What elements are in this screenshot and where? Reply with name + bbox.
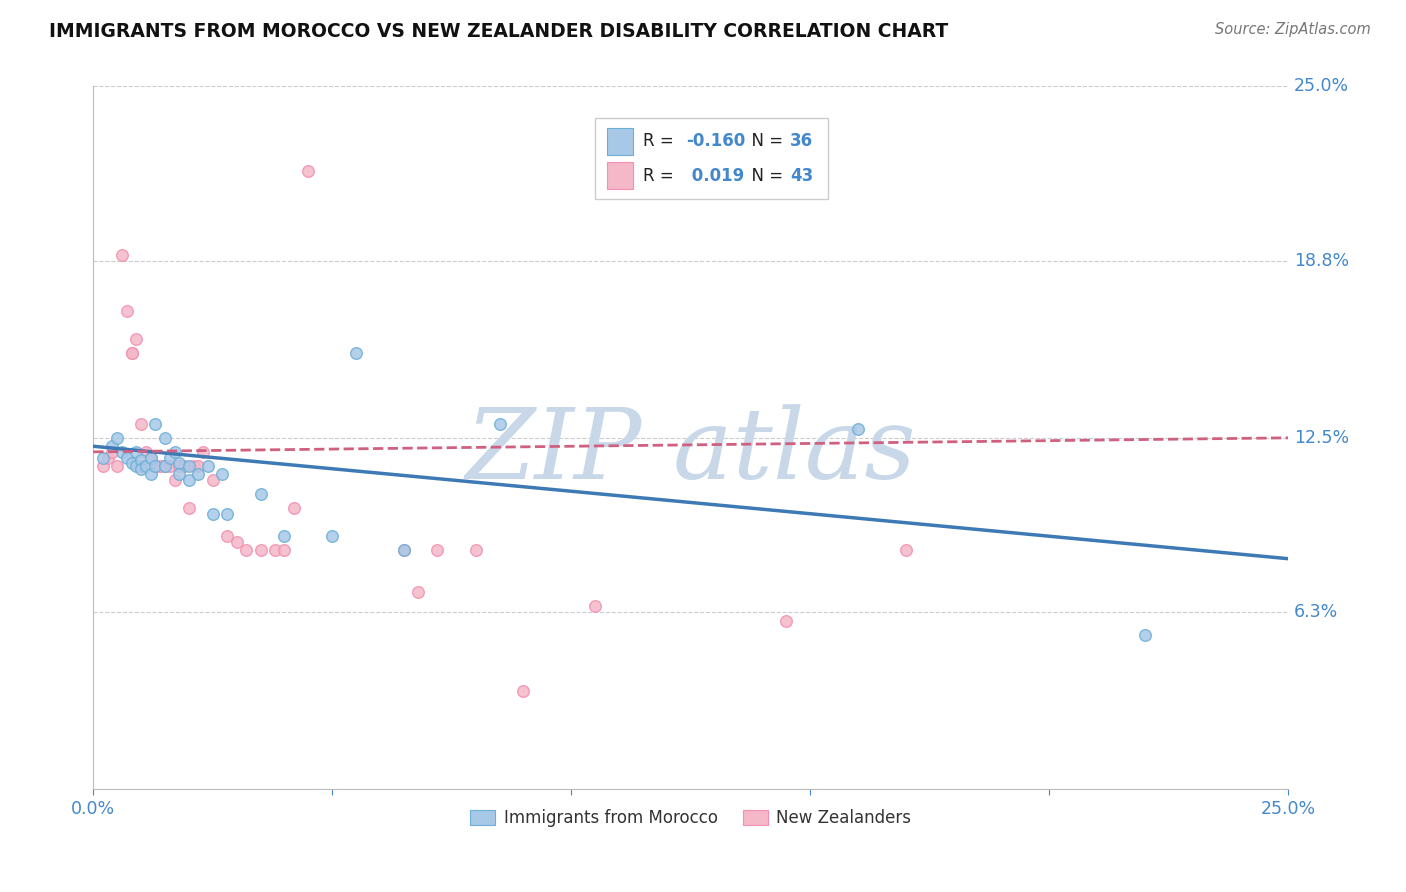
- Point: [169, 456, 191, 470]
- Point: [121, 456, 143, 470]
- Point: [169, 458, 191, 473]
- Point: [105, 458, 128, 473]
- Point: [217, 507, 239, 521]
- Point: [249, 543, 271, 558]
- FancyBboxPatch shape: [607, 162, 634, 189]
- Text: ZIP atlas: ZIP atlas: [465, 404, 917, 500]
- Point: [139, 450, 162, 465]
- Point: [464, 543, 486, 558]
- Point: [105, 431, 128, 445]
- Point: [225, 534, 247, 549]
- Point: [125, 458, 148, 473]
- Point: [115, 304, 138, 318]
- Text: R =: R =: [643, 167, 679, 185]
- Point: [139, 450, 162, 465]
- Point: [273, 543, 295, 558]
- Text: N =: N =: [741, 132, 789, 150]
- Point: [101, 445, 124, 459]
- Point: [183, 458, 205, 473]
- Point: [177, 473, 200, 487]
- Point: [97, 450, 120, 465]
- Point: [129, 453, 152, 467]
- Point: [135, 458, 157, 473]
- Text: N =: N =: [741, 167, 789, 185]
- Text: R =: R =: [643, 132, 679, 150]
- Point: [201, 507, 224, 521]
- Point: [121, 346, 143, 360]
- Point: [159, 450, 181, 465]
- Legend: Immigrants from Morocco, New Zealanders: Immigrants from Morocco, New Zealanders: [464, 802, 918, 834]
- Point: [145, 458, 167, 473]
- Point: [283, 501, 305, 516]
- Point: [344, 346, 367, 360]
- Point: [153, 458, 176, 473]
- Point: [91, 450, 114, 465]
- Text: 25.0%: 25.0%: [1294, 78, 1350, 95]
- Point: [187, 467, 209, 482]
- Point: [201, 473, 224, 487]
- Point: [111, 248, 134, 262]
- Point: [297, 163, 319, 178]
- Point: [197, 458, 219, 473]
- Point: [153, 458, 176, 473]
- Point: [159, 458, 181, 473]
- Point: [139, 467, 162, 482]
- Point: [111, 445, 134, 459]
- Text: 6.3%: 6.3%: [1294, 603, 1339, 621]
- Point: [145, 417, 167, 431]
- Point: [512, 683, 534, 698]
- Point: [153, 431, 176, 445]
- Point: [129, 417, 152, 431]
- Point: [149, 458, 172, 473]
- Text: -0.160: -0.160: [686, 132, 745, 150]
- Point: [91, 458, 114, 473]
- Point: [392, 543, 415, 558]
- FancyBboxPatch shape: [607, 128, 634, 154]
- Point: [177, 501, 200, 516]
- Text: IMMIGRANTS FROM MOROCCO VS NEW ZEALANDER DISABILITY CORRELATION CHART: IMMIGRANTS FROM MOROCCO VS NEW ZEALANDER…: [49, 22, 949, 41]
- Point: [217, 529, 239, 543]
- Point: [177, 458, 200, 473]
- Text: 0.019: 0.019: [686, 167, 744, 185]
- Point: [169, 467, 191, 482]
- Point: [125, 333, 148, 347]
- Point: [321, 529, 343, 543]
- Text: Source: ZipAtlas.com: Source: ZipAtlas.com: [1215, 22, 1371, 37]
- Point: [187, 458, 209, 473]
- Point: [583, 599, 606, 614]
- Point: [125, 445, 148, 459]
- Point: [273, 529, 295, 543]
- Point: [101, 439, 124, 453]
- Point: [193, 445, 215, 459]
- Point: [135, 445, 157, 459]
- Point: [426, 543, 449, 558]
- Point: [163, 473, 186, 487]
- Point: [153, 458, 176, 473]
- Point: [115, 450, 138, 465]
- Text: 43: 43: [790, 167, 813, 185]
- Point: [121, 346, 143, 360]
- Point: [894, 543, 917, 558]
- Point: [129, 458, 152, 473]
- Text: 36: 36: [790, 132, 813, 150]
- Point: [775, 614, 797, 628]
- Point: [488, 417, 510, 431]
- Point: [129, 462, 152, 476]
- Point: [211, 467, 233, 482]
- Point: [264, 543, 287, 558]
- FancyBboxPatch shape: [595, 118, 828, 199]
- Point: [235, 543, 257, 558]
- Point: [163, 445, 186, 459]
- Point: [408, 585, 430, 599]
- Point: [1133, 627, 1156, 641]
- Text: 12.5%: 12.5%: [1294, 429, 1350, 447]
- Point: [173, 458, 195, 473]
- Point: [846, 422, 869, 436]
- Point: [145, 458, 167, 473]
- Point: [392, 543, 415, 558]
- Text: 18.8%: 18.8%: [1294, 252, 1350, 269]
- Point: [145, 458, 167, 473]
- Point: [249, 487, 271, 501]
